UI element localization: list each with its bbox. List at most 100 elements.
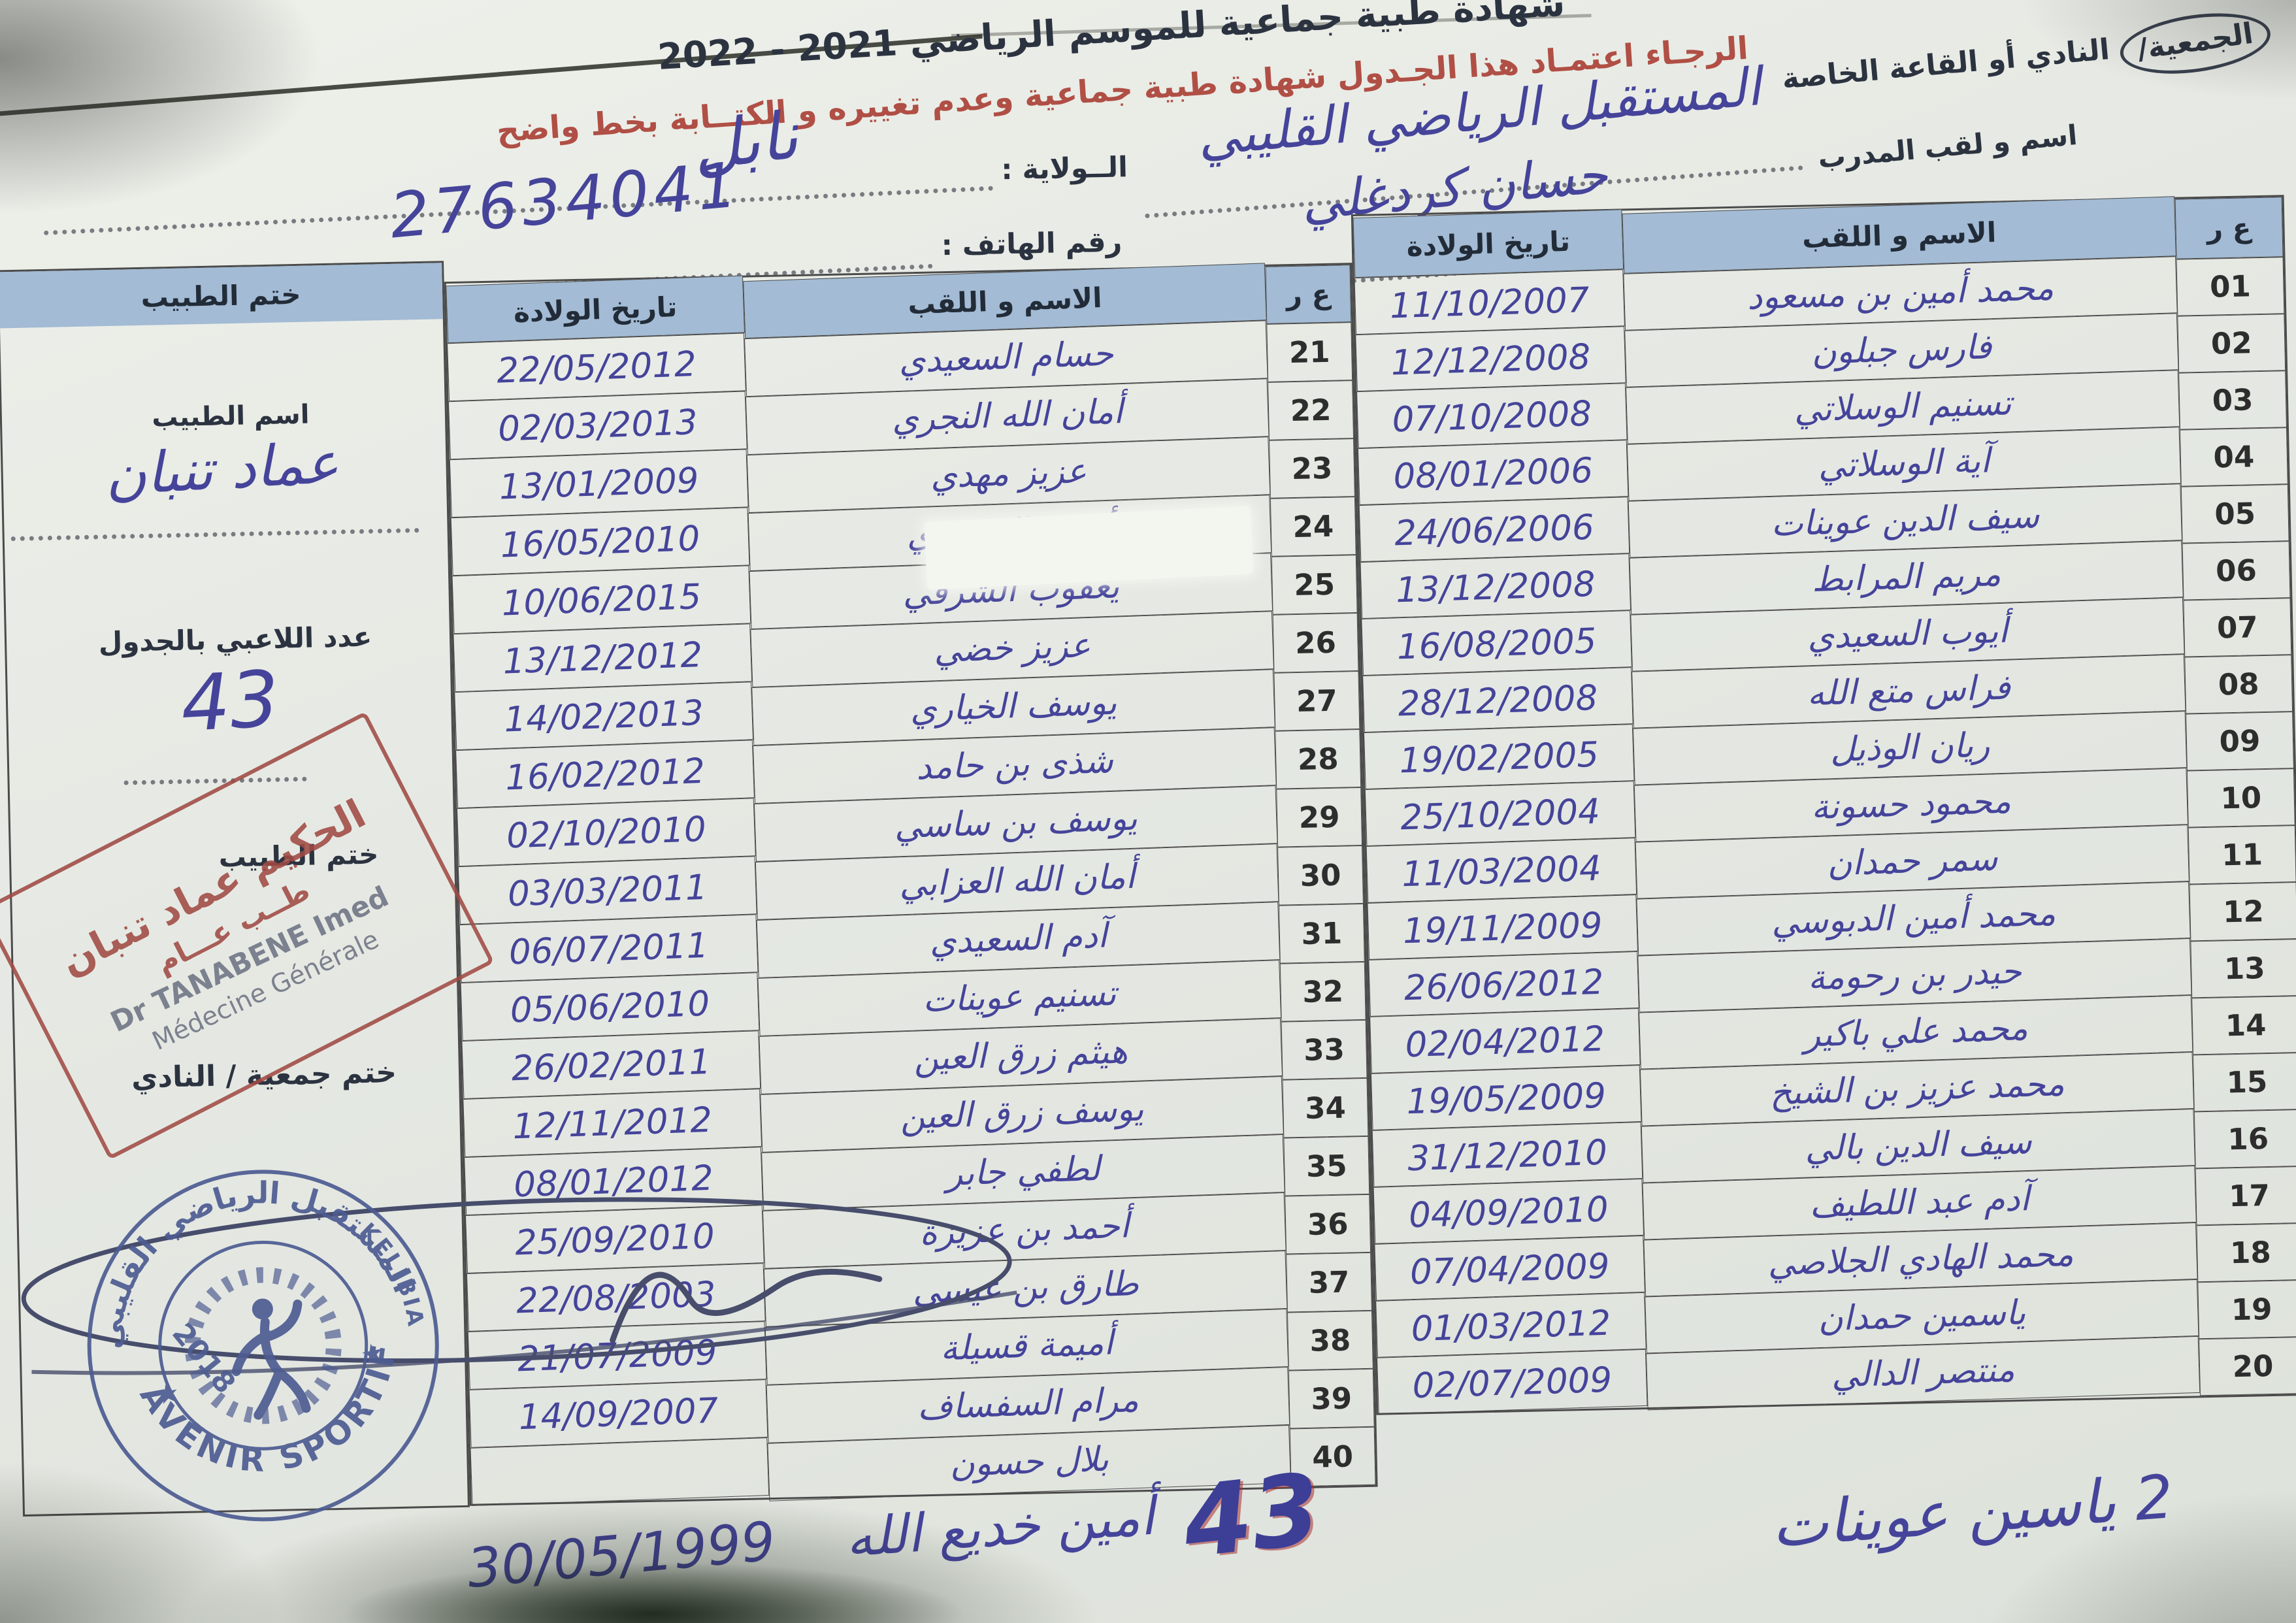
- player-dob: 26/06/2012: [1368, 951, 1639, 1017]
- player-number: 15: [2193, 1052, 2296, 1112]
- player-dob: 11/03/2004: [1366, 838, 1637, 903]
- player-dob: 19/11/2009: [1367, 894, 1638, 960]
- player-number: 22: [1268, 380, 1354, 440]
- player-dob: 01/03/2012: [1375, 1292, 1647, 1358]
- player-dob: 02/04/2012: [1369, 1008, 1641, 1074]
- player-number: 14: [2191, 995, 2296, 1055]
- state-label: الــولاية :: [1000, 151, 1128, 187]
- club-stamp: المستقبل الرياضي القليبي AVENIR SPORTIF …: [65, 1145, 439, 1522]
- player-number: 16: [2193, 1109, 2296, 1169]
- player-dob: 10/06/2015: [451, 565, 751, 634]
- player-dob: 16/08/2005: [1361, 610, 1632, 676]
- player-dob: 22/05/2012: [447, 333, 746, 402]
- player-dob: 03/03/2011: [457, 856, 757, 925]
- player-dob: 02/03/2013: [448, 391, 747, 460]
- player-number: 17: [2195, 1166, 2296, 1226]
- star-icon: ★: [358, 1337, 387, 1371]
- player-number: 28: [1275, 729, 1362, 789]
- player-number: 20: [2199, 1336, 2296, 1396]
- player-dob: 31/12/2010: [1371, 1121, 1643, 1187]
- player-number: 30: [1277, 845, 1364, 906]
- player-number: 37: [1286, 1252, 1372, 1313]
- player-number: 32: [1279, 961, 1366, 1022]
- player-number: 25: [1271, 555, 1358, 615]
- player-dob: 19/02/2005: [1363, 724, 1635, 789]
- laurel-wreath-icon: [184, 1267, 342, 1424]
- doctor-name-handwritten: عماد تنبان: [103, 430, 341, 509]
- player-dob: 07/10/2008: [1356, 383, 1628, 449]
- header-number: ع ر: [2174, 197, 2284, 259]
- extra-entry-name: أمين خديع الله: [843, 1485, 1156, 1569]
- player-dob: 14/02/2013: [454, 681, 754, 751]
- player-dob: 16/05/2010: [450, 507, 750, 576]
- player-number: 24: [1270, 497, 1356, 557]
- player-number: 19: [2197, 1279, 2296, 1339]
- players-count-handwritten: 43: [178, 653, 282, 749]
- player-number: 39: [1288, 1368, 1375, 1429]
- player-number: 11: [2188, 825, 2296, 885]
- header-dob: تاريخ الولادة: [446, 275, 746, 344]
- doctor-stamp-header: ختم الطبيب: [0, 263, 443, 329]
- player-number: 23: [1269, 438, 1355, 499]
- player-number: 04: [2180, 427, 2288, 487]
- player-dob: 07/04/2009: [1374, 1235, 1645, 1301]
- player-dob: [470, 1437, 770, 1506]
- player-dob: 13/12/2012: [453, 623, 753, 693]
- player-number: 10: [2186, 768, 2295, 828]
- player-dob: 04/09/2010: [1373, 1178, 1645, 1244]
- player-number: 18: [2196, 1222, 2296, 1283]
- player-dob: 13/01/2009: [449, 449, 749, 518]
- player-dob: 02/07/2009: [1377, 1349, 1648, 1415]
- header-dob: تاريخ الولادة: [1353, 209, 1624, 278]
- player-number: 02: [2177, 314, 2286, 373]
- player-dob: 02/10/2010: [456, 798, 756, 867]
- doctor-name-label: اسم الطبيب: [151, 399, 310, 433]
- player-dob: 28/12/2008: [1362, 667, 1633, 733]
- player-dob: 06/07/2011: [459, 914, 759, 983]
- player-number: 13: [2190, 939, 2296, 998]
- extra-big-number: 43: [1177, 1452, 1326, 1581]
- header-number: ع ر: [1265, 265, 1352, 324]
- player-dob: 12/12/2008: [1355, 326, 1626, 392]
- handball-player-icon: [231, 1298, 311, 1420]
- player-number: 36: [1285, 1194, 1371, 1254]
- player-dob: 16/02/2012: [455, 740, 755, 809]
- player-number: 12: [2189, 882, 2296, 942]
- player-number: 35: [1283, 1136, 1370, 1196]
- player-number: 31: [1278, 903, 1365, 964]
- coach-name-label: اسم و لقب المدرب: [1816, 118, 2079, 174]
- player-dob: 26/02/2011: [461, 1030, 761, 1100]
- players-count-label: عدد اللاعبي بالجدول: [98, 620, 372, 659]
- phone-handwritten: 27634041: [387, 149, 745, 253]
- player-number: 05: [2180, 484, 2289, 544]
- player-number: 33: [1281, 1019, 1368, 1080]
- player-dob: 24/06/2006: [1358, 497, 1630, 563]
- player-number: 06: [2182, 541, 2291, 600]
- player-number: 01: [2176, 257, 2285, 316]
- player-dob: 08/01/2006: [1357, 440, 1629, 506]
- player-number: 26: [1272, 613, 1359, 673]
- player-dob: 13/12/2008: [1360, 553, 1632, 619]
- player-dob: 19/05/2009: [1370, 1064, 1642, 1130]
- player-dob: 25/10/2004: [1364, 781, 1636, 846]
- dotted-line-doctor: [10, 528, 419, 542]
- association-circled-word: الجمعية/: [2116, 4, 2274, 83]
- player-number: 27: [1273, 671, 1360, 731]
- player-number: 03: [2178, 370, 2287, 430]
- extra-entry-right: 2 ياسين عوينات: [1769, 1462, 2176, 1562]
- star-icon: ★: [153, 1377, 182, 1411]
- player-number: 38: [1287, 1310, 1373, 1371]
- player-number: 07: [2183, 598, 2292, 657]
- player-dob: 11/10/2007: [1354, 269, 1625, 335]
- player-number: 08: [2184, 655, 2293, 714]
- phone-label: رقم الهاتف :: [941, 225, 1123, 263]
- players-table-01-20: ع ر الاسم و اللقب تاريخ الولادة 01 محمد …: [1351, 195, 2296, 1415]
- player-number: 21: [1266, 322, 1353, 382]
- player-number: 34: [1282, 1077, 1369, 1138]
- player-dob: 05/06/2010: [460, 972, 760, 1041]
- player-number: 09: [2186, 712, 2294, 771]
- extra-entry-date: 30/05/1999: [465, 1510, 778, 1601]
- player-number: 29: [1276, 787, 1363, 847]
